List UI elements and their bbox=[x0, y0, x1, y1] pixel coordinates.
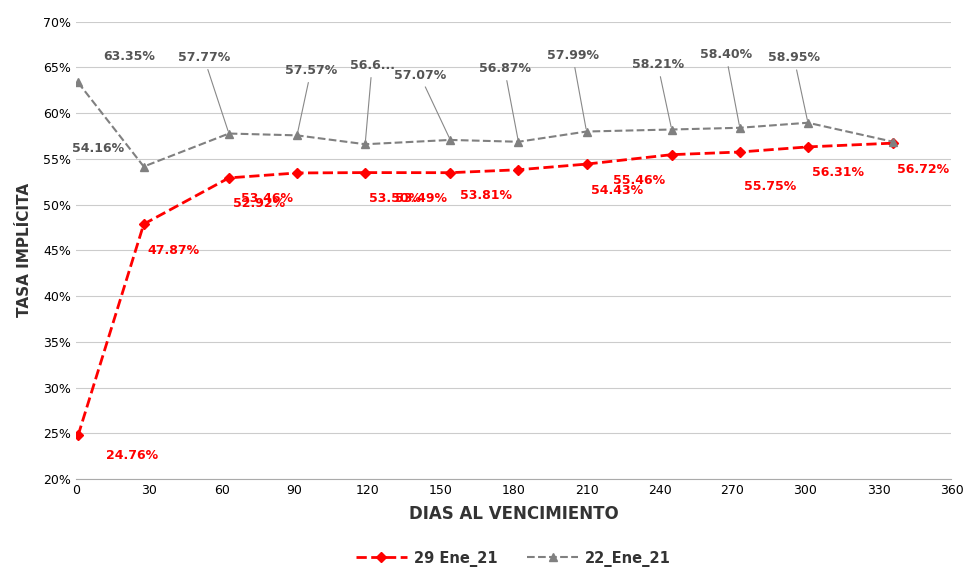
Text: 58.95%: 58.95% bbox=[768, 51, 820, 120]
Text: 56.87%: 56.87% bbox=[478, 62, 530, 139]
Text: 54.43%: 54.43% bbox=[591, 183, 643, 196]
Text: 57.57%: 57.57% bbox=[285, 64, 337, 133]
Text: 52.92%: 52.92% bbox=[233, 198, 285, 211]
Y-axis label: TASA IMPLÍCITA: TASA IMPLÍCITA bbox=[17, 183, 31, 318]
Text: 24.76%: 24.76% bbox=[106, 449, 158, 462]
Text: 58.40%: 58.40% bbox=[700, 48, 752, 125]
Text: 53.46%: 53.46% bbox=[241, 192, 293, 205]
Text: 53.50%: 53.50% bbox=[369, 192, 421, 205]
Text: 53.81%: 53.81% bbox=[460, 189, 513, 202]
Text: 55.75%: 55.75% bbox=[744, 180, 796, 193]
Text: 57.77%: 57.77% bbox=[177, 51, 230, 131]
Text: 57.07%: 57.07% bbox=[394, 69, 449, 138]
Text: 56.6...: 56.6... bbox=[350, 59, 395, 142]
Legend: 29 Ene_21, 22_Ene_21: 29 Ene_21, 22_Ene_21 bbox=[350, 544, 677, 572]
X-axis label: DIAS AL VENCIMIENTO: DIAS AL VENCIMIENTO bbox=[409, 505, 618, 523]
Text: 47.87%: 47.87% bbox=[148, 243, 200, 256]
Text: 54.16%: 54.16% bbox=[72, 142, 123, 155]
Text: 63.35%: 63.35% bbox=[103, 50, 155, 63]
Text: 55.46%: 55.46% bbox=[613, 174, 665, 187]
Text: 53.49%: 53.49% bbox=[395, 192, 447, 205]
Text: 57.99%: 57.99% bbox=[547, 49, 599, 129]
Text: 58.21%: 58.21% bbox=[632, 58, 684, 127]
Text: 56.72%: 56.72% bbox=[898, 163, 950, 176]
Text: 56.31%: 56.31% bbox=[812, 166, 864, 179]
